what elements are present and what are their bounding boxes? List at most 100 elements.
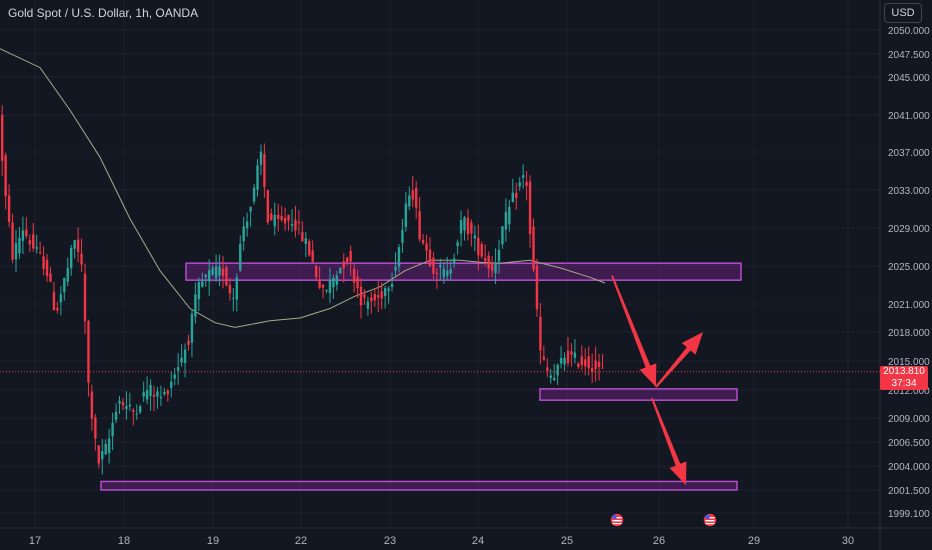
candle-body: [563, 357, 566, 365]
flag-stripe: [705, 517, 715, 519]
candle-body: [194, 294, 197, 317]
candle-body: [446, 270, 449, 276]
flag-us-icon[interactable]: [609, 512, 625, 528]
candle-body: [594, 360, 597, 369]
candle-body: [356, 276, 359, 289]
candle-body: [480, 243, 483, 257]
candle-body: [590, 368, 594, 373]
time-tick-label: 24: [472, 535, 484, 547]
candle-body: [149, 384, 152, 396]
candle-body: [449, 269, 452, 274]
candle-body: [556, 364, 559, 376]
candle-body: [380, 291, 383, 299]
candle-body: [104, 443, 107, 455]
candle-body: [14, 242, 18, 260]
candle-body: [101, 451, 104, 460]
candle-body: [52, 292, 56, 311]
candle-body: [159, 396, 163, 399]
price-tick-label: 2033.000: [888, 186, 930, 197]
candle-body: [580, 356, 583, 365]
candle-body: [442, 268, 445, 278]
candle-body: [111, 422, 114, 437]
candle-body: [252, 187, 256, 202]
candle-body: [311, 250, 314, 262]
candle-body: [280, 216, 283, 221]
price-tick-label: 2037.000: [888, 148, 930, 159]
candle-body: [32, 234, 35, 249]
candle-body: [387, 288, 390, 291]
candle-body: [432, 257, 435, 274]
candle-body: [383, 287, 387, 296]
projection-arrow: [611, 275, 657, 387]
candle-body: [173, 374, 176, 379]
candle-body: [18, 238, 21, 254]
projection-arrows: [611, 275, 703, 486]
candle-body: [411, 190, 414, 200]
flag-us-icon[interactable]: [702, 512, 718, 528]
candle-body: [366, 301, 370, 309]
candle-body: [249, 207, 252, 212]
price-tick-label: 2018.000: [888, 328, 930, 339]
candle-body: [190, 313, 194, 343]
candle-body: [42, 256, 45, 270]
candle-body: [35, 247, 38, 249]
candle-body: [490, 262, 494, 271]
flag-stripe: [612, 517, 622, 519]
candle-body: [97, 445, 100, 464]
candle-body: [570, 351, 573, 355]
candle-body: [521, 175, 525, 178]
candle-body: [566, 350, 570, 364]
candle-body: [542, 356, 546, 360]
candle-body: [163, 392, 166, 395]
candle-body: [201, 281, 204, 287]
candle-body: [21, 230, 25, 241]
candle-body: [528, 181, 532, 235]
candle-body: [66, 267, 69, 282]
price-tick-label: 2004.000: [888, 462, 930, 473]
flag-stripe: [705, 523, 715, 525]
candlestick-series: [1, 105, 604, 475]
zone-rect: [539, 388, 738, 401]
candle-body: [283, 217, 287, 224]
bar-countdown: 37:34: [891, 378, 917, 389]
candle-body: [204, 274, 207, 277]
economic-events[interactable]: [609, 512, 718, 528]
candle-body: [28, 240, 31, 245]
candle-body: [363, 294, 366, 298]
candle-body: [256, 165, 259, 190]
candle-body: [518, 182, 521, 187]
projection-arrow: [651, 397, 687, 486]
time-axis[interactable]: 17 18 19 22 23 24 25 26 29 30: [29, 535, 854, 547]
candle-body: [342, 261, 345, 269]
candle-body: [118, 400, 121, 404]
currency-button[interactable]: USD: [884, 3, 922, 23]
candle-body: [573, 352, 577, 358]
candle-body: [218, 266, 221, 276]
candle-body: [170, 381, 173, 388]
candle-body: [597, 361, 601, 367]
candle-body: [335, 275, 339, 285]
candle-body: [346, 257, 349, 263]
candle-body: [94, 417, 97, 439]
candle-body: [114, 411, 118, 420]
candle-body: [553, 377, 556, 381]
candle-body: [59, 294, 63, 303]
candle-body: [539, 316, 542, 351]
candle-body: [511, 192, 514, 203]
last-price-tag: 2013.810 37:34: [880, 366, 928, 390]
candle-body: [515, 192, 518, 198]
candle-body: [404, 203, 408, 227]
candle-body: [452, 258, 456, 264]
candle-body: [415, 187, 418, 208]
candle-body: [459, 220, 463, 234]
moving-average-line: [0, 48, 606, 328]
candle-body: [456, 242, 459, 247]
candle-body: [232, 297, 235, 299]
projection-arrow: [655, 332, 703, 388]
candle-body: [535, 265, 539, 310]
price-axis[interactable]: 2050.000 2047.500 2045.000 2041.000 2037.000…: [888, 26, 930, 520]
candle-body: [56, 307, 59, 311]
candle-body: [132, 410, 135, 412]
last-price-value: 2013.810: [883, 366, 925, 377]
